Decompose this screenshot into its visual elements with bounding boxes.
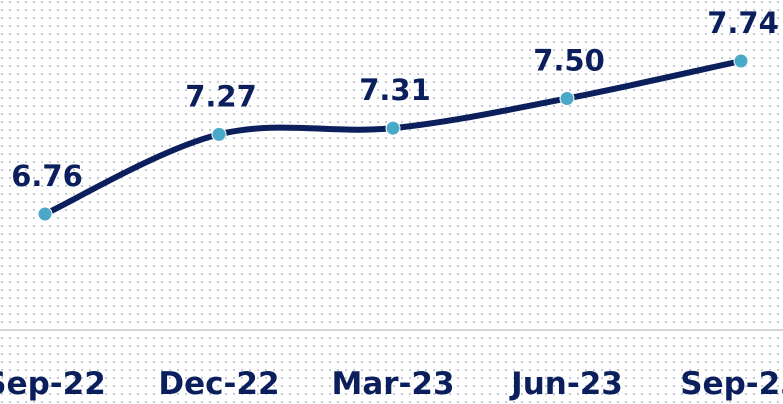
data-label: 7.74 (707, 6, 779, 40)
x-tick-label: Mar-23 (331, 366, 454, 402)
data-label: 7.50 (533, 43, 605, 77)
x-tick-label: Sep-22 (0, 366, 106, 402)
marker (211, 126, 227, 142)
marker (385, 120, 401, 136)
data-label: 6.76 (11, 159, 83, 193)
marker (733, 53, 749, 69)
data-label: 7.31 (359, 73, 431, 107)
data-label: 7.27 (185, 79, 257, 113)
x-tick-label: Dec-22 (158, 366, 279, 402)
marker (559, 90, 575, 106)
x-tick-label: Sep-23 (680, 366, 783, 402)
marker (37, 206, 53, 222)
x-tick-label: Jun-23 (509, 366, 623, 402)
